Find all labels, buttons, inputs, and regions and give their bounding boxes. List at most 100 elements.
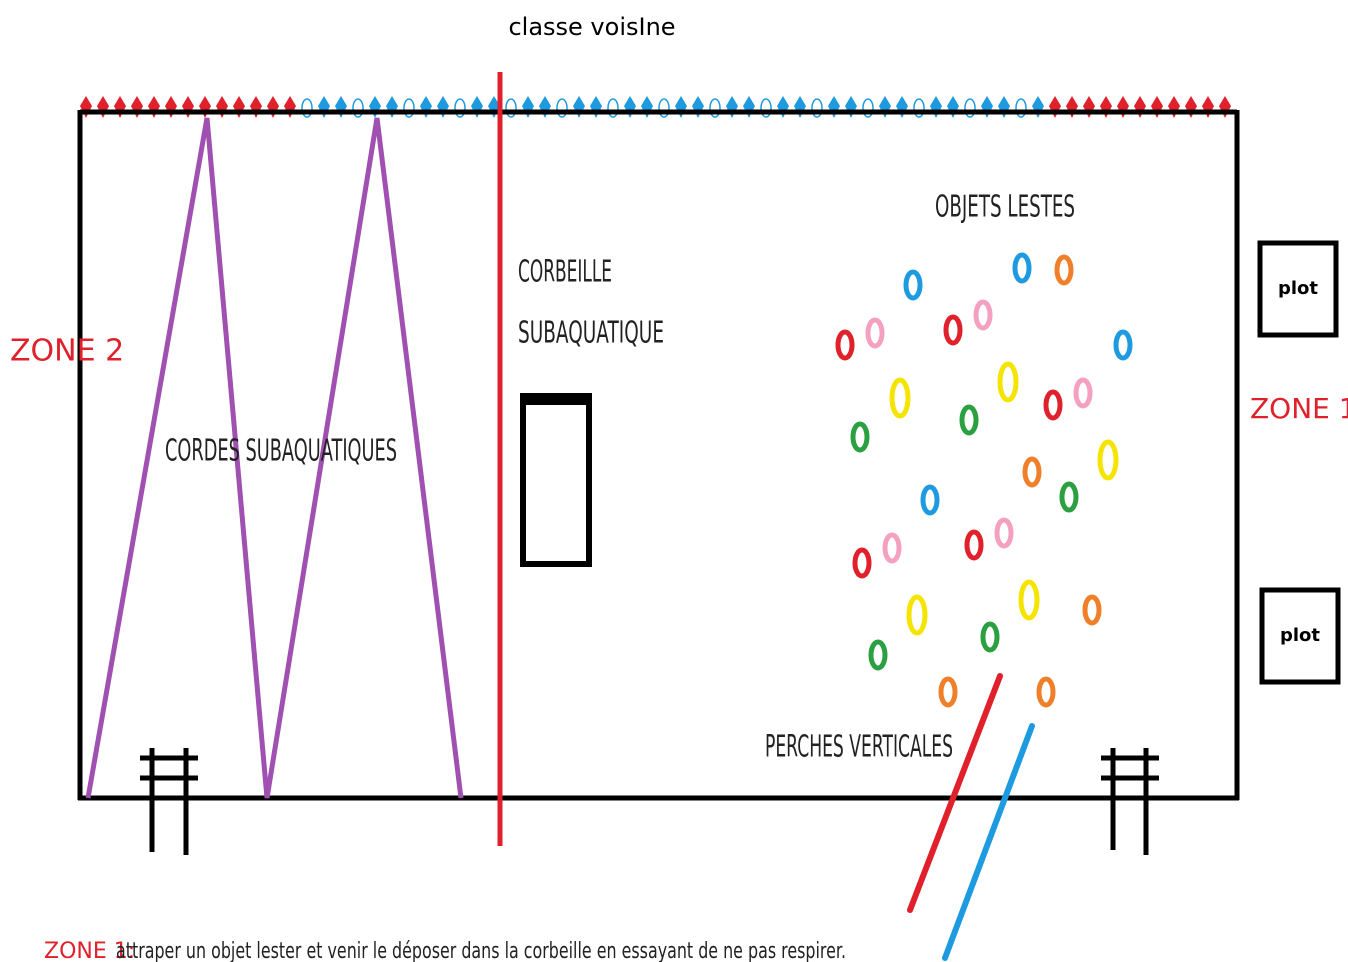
buoy — [590, 96, 602, 118]
buoy — [862, 98, 874, 118]
buoy — [505, 98, 517, 118]
buoy — [828, 96, 840, 118]
buoy — [1202, 96, 1214, 118]
buoy — [488, 96, 500, 118]
buoy — [1083, 96, 1095, 118]
buoy — [641, 96, 653, 118]
buoy — [777, 96, 789, 118]
label: CORDES SUBAQUATIQUES — [165, 434, 397, 469]
buoy — [607, 98, 619, 118]
ring — [1082, 594, 1102, 626]
pool-frame — [77, 109, 1240, 801]
buoy — [811, 98, 823, 118]
buoy — [760, 98, 772, 118]
buoy — [522, 96, 534, 118]
buoy — [930, 96, 942, 118]
buoy — [437, 96, 449, 118]
buoy — [624, 96, 636, 118]
basket-rim — [520, 393, 592, 405]
buoy — [386, 96, 398, 118]
buoy — [947, 96, 959, 118]
buoy — [998, 96, 1010, 118]
buoy — [369, 96, 381, 118]
zone-label: ZONE 2 — [10, 334, 124, 369]
buoy — [148, 96, 160, 118]
zone-label: ZONE 1 — [1250, 392, 1348, 425]
buoy — [454, 98, 466, 118]
buoy — [318, 96, 330, 118]
buoy — [913, 98, 925, 118]
plot-label: plot — [1278, 278, 1318, 299]
label: OBJETS LESTES — [935, 190, 1075, 225]
plot-label: plot — [1280, 625, 1320, 646]
buoy — [845, 96, 857, 118]
buoy — [471, 96, 483, 118]
buoy — [726, 96, 738, 118]
ring — [852, 547, 872, 579]
buoy — [1066, 96, 1078, 118]
ring — [903, 269, 923, 301]
buoy — [539, 96, 551, 118]
ring — [850, 421, 870, 453]
buoy — [896, 96, 908, 118]
ring — [943, 314, 963, 346]
ring — [889, 377, 911, 419]
ring — [1054, 254, 1074, 286]
footer-zone: ZONE 1: — [44, 939, 135, 962]
buoy — [301, 98, 313, 118]
buoy — [964, 98, 976, 118]
buoy — [420, 96, 432, 118]
ring — [865, 317, 885, 349]
ring — [1059, 481, 1079, 513]
ring — [1036, 676, 1056, 708]
ring — [938, 676, 958, 708]
basket — [520, 393, 592, 567]
plot-box — [1259, 587, 1341, 685]
label: CORBEILLE — [518, 255, 612, 290]
buoy — [675, 96, 687, 118]
pole-red — [907, 673, 1003, 913]
buoy — [97, 96, 109, 118]
ring — [1113, 329, 1133, 361]
buoy — [981, 96, 993, 118]
buoy — [216, 96, 228, 118]
buoy — [284, 96, 296, 118]
ring — [835, 329, 855, 361]
buoy — [335, 96, 347, 118]
buoy — [182, 96, 194, 118]
ring — [964, 529, 984, 561]
ring — [1012, 252, 1032, 284]
ladder-left — [140, 748, 198, 855]
buoy — [556, 98, 568, 118]
buoy — [114, 96, 126, 118]
buoy — [1185, 96, 1197, 118]
buoy — [1015, 98, 1027, 118]
buoy — [80, 96, 92, 118]
buoy — [1049, 96, 1061, 118]
ring — [882, 532, 902, 564]
buoy — [250, 96, 262, 118]
buoy — [199, 96, 211, 118]
buoy — [352, 98, 364, 118]
ring — [920, 484, 940, 516]
ring — [959, 404, 979, 436]
ropes — [85, 117, 464, 799]
buoy — [709, 98, 721, 118]
ring — [1073, 377, 1093, 409]
buoy — [1117, 96, 1129, 118]
buoy — [879, 96, 891, 118]
ring — [1097, 439, 1119, 481]
ring — [1018, 579, 1040, 621]
ring — [997, 361, 1019, 403]
ladder-right — [1101, 748, 1159, 855]
plot-box — [1257, 240, 1339, 338]
buoy — [1219, 96, 1231, 118]
label: PERCHES VERTICALES — [765, 730, 953, 765]
buoy — [131, 96, 143, 118]
ring — [906, 594, 928, 636]
buoy — [1100, 96, 1112, 118]
lane-buoys — [80, 96, 1231, 118]
ring — [994, 517, 1014, 549]
